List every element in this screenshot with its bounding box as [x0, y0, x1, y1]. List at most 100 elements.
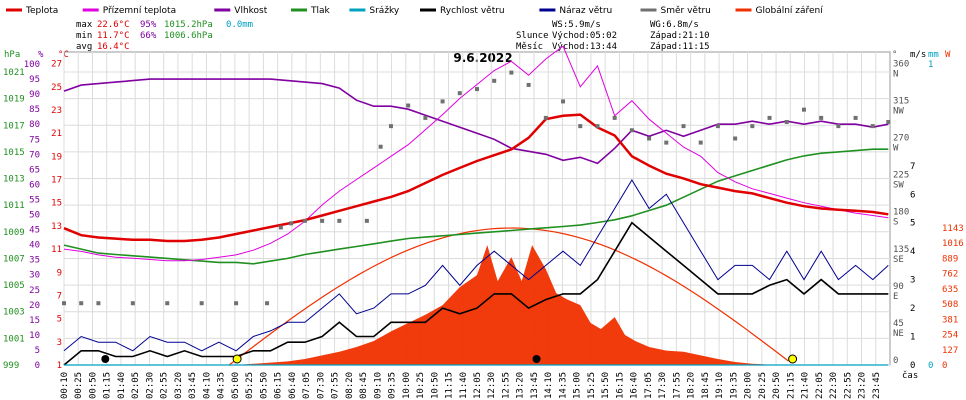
wind-direction-point — [320, 218, 325, 223]
x-tick-label: 02:30 — [145, 372, 155, 399]
max-label: max — [76, 20, 93, 30]
x-tick-label: 12:55 — [501, 372, 511, 399]
radiation-tick: 254 — [942, 331, 958, 341]
wind-speed-tick: 7 — [910, 162, 915, 172]
moonrise-time: Východ:13:44 — [552, 42, 617, 52]
temperature-tick: 11 — [51, 245, 62, 255]
temperature-tick: 27 — [51, 60, 62, 70]
radiation-tick: 889 — [942, 254, 958, 264]
wind-direction-point — [457, 91, 462, 96]
pressure-tick: 1001 — [3, 334, 25, 344]
wind-dir-tick: 0 — [893, 356, 898, 366]
x-tick-label: 09:10 — [373, 372, 383, 399]
wind-direction-point — [784, 120, 789, 125]
humidity-tick: 100 — [24, 60, 40, 70]
x-tick-label: 17:55 — [672, 372, 682, 399]
x-tick-label: 10:25 — [416, 372, 426, 399]
radiation-unit: W — [945, 50, 951, 60]
wind-direction-point — [440, 99, 445, 104]
humidity-tick: 25 — [29, 286, 40, 296]
rain-tick: 1 — [928, 60, 933, 70]
x-tick-label: 08:20 — [345, 372, 355, 399]
x-tick-label: 03:45 — [188, 372, 198, 399]
x-tick-label: 02:05 — [131, 372, 141, 399]
humidity-unit: % — [38, 50, 44, 60]
x-tick-label: 05:00 — [231, 372, 241, 399]
pressure-unit: hPa — [4, 50, 20, 60]
radiation-tick: 508 — [942, 300, 958, 310]
temperature-tick: 25 — [51, 83, 62, 93]
radiation-tick: 762 — [942, 270, 958, 280]
x-tick-label: 01:15 — [103, 372, 113, 399]
moonrise-marker — [532, 355, 541, 363]
x-tick-label: 11:15 — [445, 372, 455, 399]
series-p-zemn-teplota — [63, 45, 889, 262]
humidity-tick: 40 — [29, 241, 40, 251]
temperature-unit: °C — [58, 50, 69, 60]
x-tick-label: 23:20 — [858, 372, 868, 399]
wind-direction-point — [492, 78, 497, 83]
wind-direction-point — [388, 124, 393, 129]
x-tick-label: 15:50 — [601, 372, 611, 399]
moon-label: Měsíc — [516, 42, 543, 52]
x-tick-label: 04:35 — [217, 372, 227, 399]
wind-direction-point — [364, 218, 369, 223]
x-tick-label: 15:00 — [573, 372, 583, 399]
wind-direction-point — [612, 115, 617, 120]
wind-direction-point — [819, 115, 824, 120]
x-tick-label: 17:30 — [658, 372, 668, 399]
temperature-tick: 7 — [57, 291, 62, 301]
radiation-tick: 1016 — [942, 239, 964, 249]
radiation-tick: 635 — [942, 285, 958, 295]
wind-direction-point — [681, 124, 686, 129]
wind-dir-tick: NE — [893, 329, 904, 339]
humidity-tick: 60 — [29, 180, 40, 190]
wind-direction-point — [561, 99, 566, 104]
radiation-tick: 0 — [942, 361, 947, 371]
x-tick-label: 07:05 — [302, 372, 312, 399]
series-vlhkost — [63, 78, 889, 165]
temperature-tick: 23 — [51, 106, 62, 116]
humidity-tick: 30 — [29, 271, 40, 281]
wind-direction-point — [509, 70, 514, 75]
x-tick-label: 16:40 — [630, 372, 640, 399]
x-tick-label: 23:45 — [872, 372, 882, 399]
wind-direction-point — [543, 115, 548, 120]
wind-speed-tick: 4 — [910, 247, 915, 257]
wind-direction-point — [289, 221, 294, 226]
pressure-tick: 1009 — [3, 228, 25, 238]
pressure-tick: 1011 — [3, 201, 25, 211]
x-tick-label: 09:35 — [388, 372, 398, 399]
legend-label: Teplota — [25, 6, 58, 16]
x-tick-label: 08:45 — [359, 372, 369, 399]
wind-direction-point — [265, 301, 270, 306]
wind-dir-tick: NW — [893, 107, 904, 117]
x-tick-label: 07:30 — [316, 372, 326, 399]
x-tick-label: 20:25 — [758, 372, 768, 399]
pressure-tick: 1015 — [3, 148, 25, 158]
wind-direction-point — [853, 115, 858, 120]
wind-speed-tick: 5 — [910, 219, 915, 229]
moon-marker — [101, 355, 110, 363]
temperature-tick: 17 — [51, 176, 62, 186]
wind-speed-tick: 1 — [910, 333, 915, 343]
x-tick-label: 19:10 — [715, 372, 725, 399]
wind-speed-unit: m/s — [910, 50, 926, 60]
wind-dir-tick: SE — [893, 255, 904, 265]
legend-label: Tlak — [310, 6, 331, 16]
wind-direction-point — [595, 124, 600, 129]
x-tick-label: 06:40 — [288, 372, 298, 399]
wind-direction-point — [423, 115, 428, 120]
wind-direction-point — [62, 301, 66, 306]
x-tick-label: 00:10 — [60, 372, 70, 399]
rain-tick: 0 — [928, 361, 933, 371]
x-tick-label: 14:10 — [544, 372, 554, 399]
humidity-tick: 5 — [35, 346, 40, 356]
wind-speed-tick: 2 — [910, 304, 915, 314]
x-tick-label: 10:50 — [430, 372, 440, 399]
series-tlak — [63, 148, 889, 265]
x-tick-label: 13:20 — [516, 372, 526, 399]
avg-label: avg — [76, 42, 92, 52]
min-label: min — [76, 31, 92, 41]
wind-gust-value: WG:6.8m/s — [650, 20, 699, 30]
